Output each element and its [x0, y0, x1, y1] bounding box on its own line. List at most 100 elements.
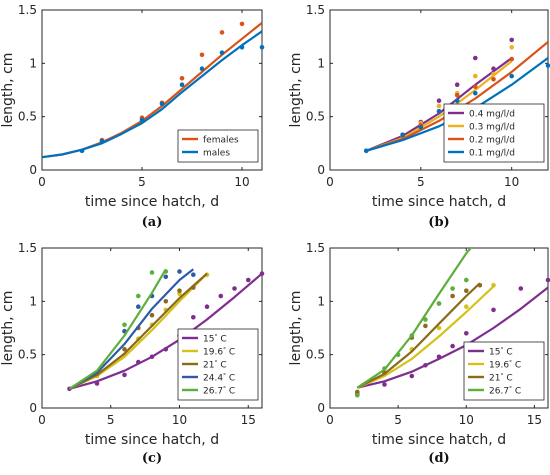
- y-tick-label: 0.5: [18, 348, 37, 362]
- legend-box: [177, 129, 259, 163]
- y-tick-label: 0: [29, 401, 37, 415]
- celsius-unit: C: [512, 361, 521, 371]
- degree-sign: °: [509, 360, 512, 367]
- data-point: [491, 66, 496, 71]
- legend-label-value: 19.6: [489, 361, 509, 371]
- x-axis-label: time since hatch, d: [85, 194, 219, 210]
- data-point: [436, 301, 442, 306]
- y-tick-label: 1.5: [306, 3, 325, 17]
- y-tick-label: 1: [29, 56, 37, 70]
- legend-label-value: 15: [203, 335, 214, 345]
- legend-label: 26.7° C: [489, 386, 521, 397]
- data-point: [450, 286, 455, 291]
- legend-label-value: 0.2 mg/l/d: [469, 136, 515, 146]
- data-point: [518, 286, 524, 291]
- data-point: [122, 372, 127, 378]
- celsius-unit: C: [226, 387, 235, 397]
- celsius-unit: C: [217, 335, 226, 345]
- data-point: [259, 271, 265, 276]
- data-point: [191, 285, 196, 290]
- data-point: [382, 382, 387, 387]
- x-tick-label: 0: [38, 175, 46, 189]
- data-point: [400, 132, 406, 138]
- data-point: [477, 283, 483, 288]
- y-tick-label: 1: [29, 294, 37, 308]
- degree-sign: °: [223, 386, 226, 393]
- legend-label: 0.1 mg/l/d: [469, 149, 515, 159]
- legend-label-value: 24.4: [203, 374, 223, 384]
- data-point: [473, 55, 478, 61]
- x-tick-label: 0: [326, 175, 334, 189]
- data-point: [395, 352, 401, 358]
- celsius-unit: C: [217, 361, 226, 371]
- data-point: [409, 333, 415, 338]
- degree-sign: °: [500, 373, 503, 380]
- celsius-unit: C: [503, 374, 512, 384]
- chart-panel: 0 5 10 15 0 0.5 1 1.5 time since hatch, d length,…: [288, 241, 550, 466]
- data-point: [364, 148, 369, 154]
- series: [68, 268, 169, 390]
- data-point: [191, 272, 196, 278]
- axes-box: [41, 9, 263, 171]
- data-point: [423, 317, 428, 322]
- data-point: [436, 109, 442, 114]
- data-point: [199, 52, 205, 58]
- series-line: [356, 282, 481, 389]
- panel-caption: (c): [142, 451, 162, 466]
- data-point: [239, 45, 245, 50]
- data-point: [163, 347, 169, 352]
- data-point: [159, 101, 165, 107]
- y-tick-label: 0.5: [306, 110, 325, 124]
- degree-sign: °: [223, 347, 226, 354]
- legend-label-value: 19.6: [203, 348, 223, 358]
- panel-caption: (d): [428, 451, 449, 466]
- y-tick-label: 0: [29, 163, 37, 177]
- series-line: [356, 248, 473, 389]
- data-point: [450, 293, 455, 299]
- x-tick-label: 10: [504, 175, 519, 189]
- data-point: [136, 293, 141, 299]
- data-point: [79, 148, 85, 154]
- data-point: [450, 343, 455, 349]
- legend-label: 26.7° C: [203, 386, 235, 397]
- data-point: [355, 392, 360, 398]
- data-point: [122, 347, 127, 352]
- data-point: [163, 274, 169, 280]
- data-point: [218, 293, 224, 299]
- axes-box: [329, 247, 549, 409]
- x-axis-label: time since hatch, d: [372, 194, 506, 210]
- y-axis-label: length, cm: [0, 53, 16, 128]
- y-axis-label: length, cm: [0, 291, 16, 366]
- y-tick-label: 1: [317, 56, 325, 70]
- legend-label-value: females: [203, 136, 239, 146]
- data-point: [136, 304, 141, 310]
- data-point: [464, 304, 469, 310]
- celsius-unit: C: [503, 348, 512, 358]
- data-point: [259, 45, 265, 50]
- data-point: [545, 63, 550, 68]
- panel-caption: (b): [428, 215, 449, 230]
- data-point: [149, 354, 155, 360]
- data-point: [149, 312, 155, 318]
- legend-label-value: 26.7: [489, 387, 509, 397]
- degree-sign: °: [214, 360, 217, 367]
- data-point: [436, 98, 442, 103]
- legend-label: 0.2 mg/l/d: [469, 136, 515, 146]
- legend-label: 0.4 mg/l/d: [469, 110, 515, 120]
- x-tick-label: 5: [138, 175, 146, 189]
- data-point: [232, 286, 237, 291]
- legend: 15° C19.6° C21° C26.7° C: [463, 341, 545, 401]
- data-point: [199, 66, 205, 71]
- y-tick-label: 1: [317, 294, 325, 308]
- data-point: [436, 103, 442, 109]
- data-point: [179, 82, 185, 87]
- x-tick-label: 10: [234, 175, 249, 189]
- data-point: [473, 73, 478, 79]
- y-tick-label: 0.5: [306, 348, 325, 362]
- legend: 15° C19.6° C21° C24.4° C26.7° C: [177, 328, 259, 401]
- series-line: [69, 272, 208, 390]
- data-point: [491, 77, 496, 82]
- series: [355, 282, 483, 395]
- data-point: [163, 299, 169, 304]
- data-point: [423, 363, 428, 368]
